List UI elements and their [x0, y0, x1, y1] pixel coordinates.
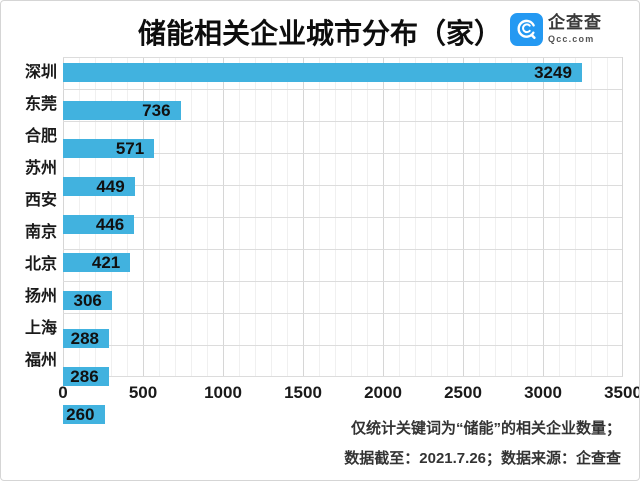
x-tick-label: 3000: [524, 383, 562, 402]
qcc-logo-text: 企查查 Qcc.com: [548, 13, 602, 44]
x-axis-labels: 0 500 1000 1500 2000 2500 3000 3500: [58, 383, 639, 405]
bar: 286: [63, 367, 109, 386]
x-tick-label: 1000: [204, 383, 242, 402]
bar-row: 571: [63, 139, 622, 171]
bar-value-label: 306: [73, 290, 102, 310]
bar-row: 3249: [63, 63, 622, 95]
bar-row: 306: [63, 291, 622, 323]
bar-value-label: 421: [91, 252, 121, 272]
bar-row: 449: [63, 177, 622, 209]
x-tick-label: 2500: [444, 383, 482, 402]
category-label: 南京: [24, 224, 57, 241]
bar-value-label: 449: [96, 176, 125, 196]
bar-row: 286: [63, 367, 622, 399]
x-tick-label: 1500: [284, 383, 322, 402]
footer-line1: 仅统计关键词为“储能”的相关企业数量；: [350, 420, 621, 437]
category-label: 扬州: [24, 288, 57, 305]
x-tick-label: 500: [128, 383, 158, 402]
bar-row: 260: [63, 405, 622, 437]
bar-value-label: 571: [115, 138, 145, 158]
bar-value-label: 286: [70, 366, 99, 386]
qcc-logo-icon: [510, 13, 543, 46]
bar: 446: [63, 214, 135, 234]
qcc-logo-domain: Qcc.com: [548, 34, 595, 44]
bar-row: 446: [63, 215, 622, 247]
bar-value-label: 260: [66, 404, 95, 424]
bar: 260: [63, 405, 105, 424]
footer-note: 仅统计关键词为“储能”的相关企业数量； 数据截至：2021.7.26；数据来源：…: [344, 414, 621, 474]
bar-row: 421: [63, 253, 622, 285]
bar: 288: [63, 329, 109, 348]
chart-title: 储能相关企业城市分布（家）: [137, 18, 502, 49]
plot-area: 3249 736 571 449 446 421 306 288 286 260: [63, 57, 623, 424]
category-label: 苏州: [24, 160, 57, 177]
bar-value-label: 3249: [534, 62, 572, 82]
x-tick-label: 2000: [364, 383, 402, 402]
category-label: 东莞: [24, 96, 57, 113]
bar: 421: [63, 252, 131, 272]
bar-value-label: 736: [142, 100, 171, 120]
x-tick-label: 0: [58, 383, 68, 402]
bar: 571: [63, 138, 155, 158]
bar-value-label: 288: [70, 328, 99, 348]
category-label: 西安: [24, 192, 57, 209]
category-label: 合肥: [24, 128, 57, 145]
category-label: 北京: [24, 256, 57, 273]
bar-value-label: 446: [95, 214, 125, 234]
y-axis-labels: 深圳东莞合肥苏州西安南京北京扬州上海福州: [1, 57, 57, 377]
bar-row: 288: [63, 329, 622, 361]
category-label: 上海: [24, 320, 57, 337]
qcc-logo: 企查查 Qcc.com: [510, 13, 602, 46]
bar-row: 736: [63, 101, 622, 133]
bar: 736: [63, 101, 181, 120]
qcc-logo-name: 企查查: [548, 13, 602, 32]
footer-line2: 数据截至：2021.7.26；数据来源：企查查: [344, 450, 621, 467]
category-label: 福州: [24, 352, 57, 369]
bar: 306: [63, 291, 112, 310]
bar: 449: [63, 177, 135, 196]
bar: 3249: [63, 63, 582, 82]
x-tick-label: 3500: [604, 383, 640, 402]
category-label: 深圳: [24, 64, 57, 81]
